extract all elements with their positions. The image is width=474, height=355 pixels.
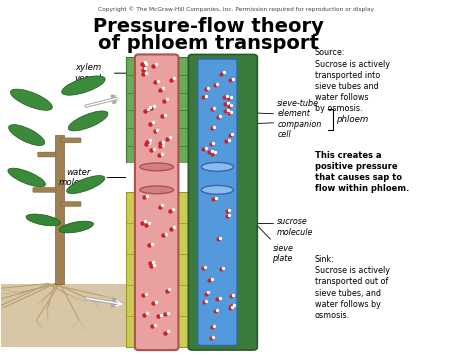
- FancyBboxPatch shape: [135, 54, 178, 350]
- Ellipse shape: [62, 76, 105, 95]
- Text: water
molecule: water molecule: [59, 168, 98, 187]
- Text: Sink:
Sucrose is actively
transported out of
sieve tubes, and
water follows by
o: Sink: Sucrose is actively transported ou…: [315, 255, 390, 320]
- FancyBboxPatch shape: [60, 202, 81, 207]
- FancyBboxPatch shape: [60, 138, 81, 143]
- Ellipse shape: [10, 89, 52, 110]
- FancyBboxPatch shape: [37, 152, 56, 157]
- Text: Pressure-flow theory: Pressure-flow theory: [93, 17, 324, 36]
- Bar: [126, 192, 254, 347]
- Text: of phloem transport: of phloem transport: [98, 34, 319, 53]
- Text: sieve
plate: sieve plate: [273, 244, 293, 263]
- FancyBboxPatch shape: [188, 54, 257, 350]
- Text: Copyright © The McGraw-Hill Companies, Inc. Permission required for reproduction: Copyright © The McGraw-Hill Companies, I…: [99, 6, 375, 12]
- Ellipse shape: [26, 214, 60, 226]
- Ellipse shape: [59, 221, 93, 233]
- Text: sieve-tube
element
companion
cell: sieve-tube element companion cell: [277, 99, 321, 139]
- Ellipse shape: [140, 186, 173, 194]
- Text: phloem: phloem: [336, 115, 368, 124]
- Bar: [0, 284, 128, 347]
- Text: xylem
vessel: xylem vessel: [74, 64, 101, 83]
- Ellipse shape: [8, 168, 46, 187]
- Text: This creates a
positive pressure
that causes sap to
flow within phloem.: This creates a positive pressure that ca…: [315, 151, 409, 193]
- Ellipse shape: [68, 111, 108, 131]
- Ellipse shape: [201, 163, 234, 171]
- Text: sucrose
molecule: sucrose molecule: [277, 217, 313, 237]
- FancyBboxPatch shape: [33, 187, 56, 192]
- Ellipse shape: [201, 185, 234, 194]
- Ellipse shape: [9, 125, 45, 146]
- Bar: [126, 57, 254, 163]
- Ellipse shape: [140, 163, 173, 171]
- Ellipse shape: [67, 176, 105, 193]
- FancyBboxPatch shape: [198, 59, 237, 345]
- Text: Source:
Sucrose is actively
transported into
sieve tubes and
water follows
by os: Source: Sucrose is actively transported …: [315, 48, 390, 113]
- Bar: [55, 135, 64, 284]
- Bar: [126, 163, 254, 192]
